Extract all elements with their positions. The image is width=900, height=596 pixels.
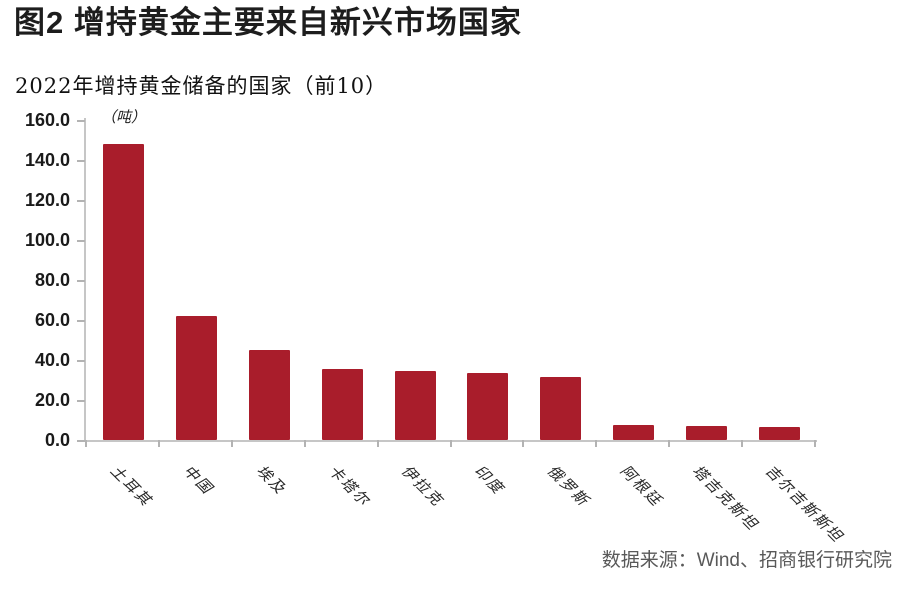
y-tick-mark [77,200,85,202]
x-tick-mark [158,440,160,447]
y-tick-mark [77,400,85,402]
x-category-label: 埃及 [252,461,290,499]
y-tick-label: 40.0 [34,350,70,370]
data-source: 数据来源：Wind、招商银行研究院 [601,550,892,571]
y-tick-label: 60.0 [34,310,70,330]
y-tick-mark [77,360,85,362]
chart-title: 2022年增持黄金储备的国家（前10） [15,74,388,98]
y-tick-mark [77,120,85,122]
y-tick-mark [77,440,85,442]
x-tick-mark [668,440,670,447]
y-tick-label: 120.0 [24,190,70,210]
x-category-label: 伊拉克 [397,461,447,511]
bar-阿根廷 [613,425,654,440]
x-category-label: 吉尔吉斯斯坦 [761,461,847,547]
y-tick-mark [77,280,85,282]
x-category-label: 塔吉克斯坦 [688,461,762,535]
bar-中国 [176,316,217,440]
y-tick-mark [77,240,85,242]
bar-伊拉克 [395,371,436,440]
y-axis-line [84,118,86,442]
x-tick-mark [231,440,233,447]
bar-卡塔尔 [322,369,363,440]
x-tick-mark [377,440,379,447]
y-tick-label: 160.0 [24,110,70,130]
y-tick-label: 80.0 [34,270,70,290]
x-tick-mark [814,440,816,447]
x-tick-mark [595,440,597,447]
y-tick-label: 140.0 [24,150,70,170]
x-tick-mark [522,440,524,447]
x-tick-mark [85,440,87,447]
bar-印度 [467,373,508,440]
bar-吉尔吉斯斯坦 [759,427,800,440]
bar-埃及 [249,350,290,440]
y-tick-label: 0.0 [44,430,70,450]
y-tick-label: 20.0 [34,390,70,410]
y-axis-unit-label: （吨） [101,108,147,126]
x-category-label: 卡塔尔 [324,461,374,511]
bar-土耳其 [103,144,144,440]
y-tick-mark [77,320,85,322]
x-tick-mark [304,440,306,447]
x-category-label: 中国 [179,461,217,499]
x-category-label: 阿根廷 [616,461,666,511]
x-tick-mark [741,440,743,447]
x-category-label: 印度 [470,461,508,499]
y-tick-label: 100.0 [24,230,70,250]
y-tick-mark [77,160,85,162]
bar-塔吉克斯坦 [686,426,727,440]
x-category-label: 土耳其 [106,461,156,511]
figure-caption: 图2 增持黄金主要来自新兴市场国家 [14,5,522,40]
bar-俄罗斯 [540,377,581,440]
x-tick-mark [450,440,452,447]
x-category-label: 俄罗斯 [543,461,593,511]
